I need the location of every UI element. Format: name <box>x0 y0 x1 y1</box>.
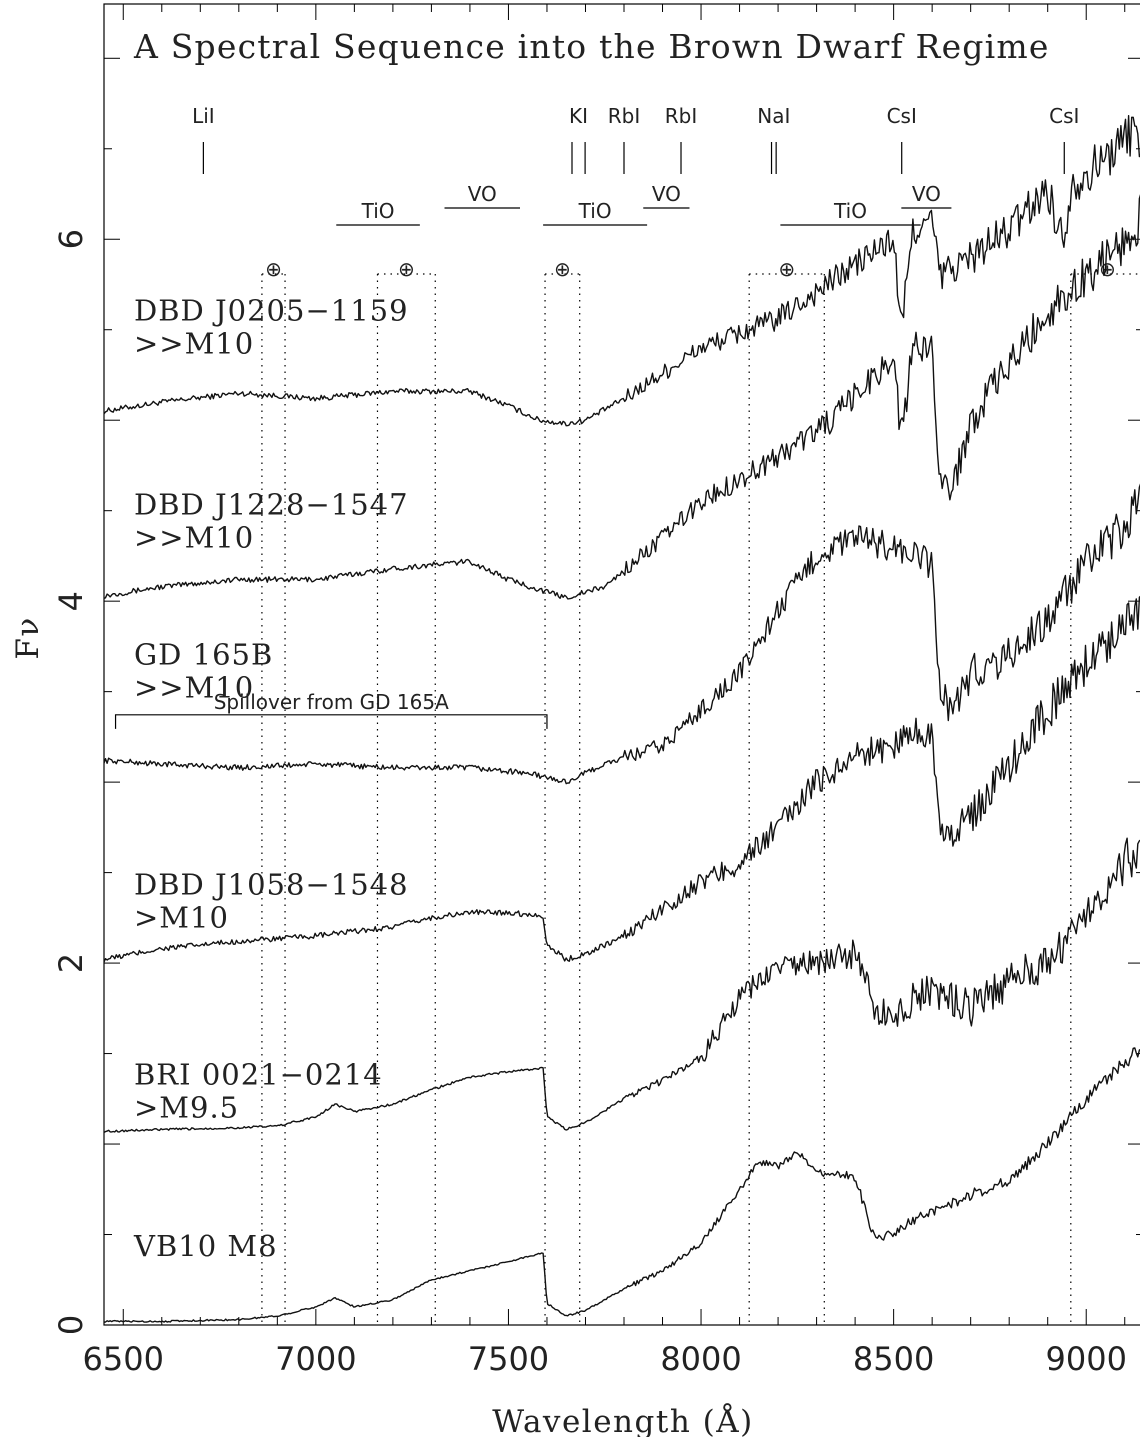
spectral-type-label: >>M10 <box>134 327 254 361</box>
spectrum-line <box>103 837 1140 1134</box>
axis-ticks: 6500 7000 7500 8000 8500 9000 0 2 4 6 <box>52 4 1140 1378</box>
y-tick-label: 4 <box>52 591 90 611</box>
spectra <box>103 115 1140 1323</box>
telluric-symbol: ⊕ <box>398 257 415 281</box>
series-name-label: DBD J0205−1159 <box>134 294 409 328</box>
band-label: TiO <box>833 199 867 223</box>
spectral-type-label: >M9.5 <box>134 1090 239 1124</box>
x-tick-label: 6500 <box>83 1340 164 1378</box>
band-label: VO <box>912 182 941 206</box>
line-label: NaI <box>757 104 790 128</box>
spectral-type-label: >>M10 <box>134 671 254 705</box>
telluric-symbol: ⊕ <box>778 257 795 281</box>
chart-title: A Spectral Sequence into the Brown Dwarf… <box>133 27 1050 66</box>
spectral-type-label: >M10 <box>134 900 229 934</box>
spectrum-line <box>103 115 1140 427</box>
line-label: CsI <box>887 104 917 128</box>
spectrum-line <box>103 483 1140 785</box>
band-label: VO <box>652 182 681 206</box>
x-tick-label: 8500 <box>853 1340 934 1378</box>
series-name-label: DBD J1058−1548 <box>134 867 409 901</box>
x-tick-label: 8000 <box>660 1340 741 1378</box>
series-name-label: GD 165B <box>134 638 273 672</box>
spillover-bracket <box>114 714 548 729</box>
x-tick-label: 7000 <box>275 1340 356 1378</box>
y-tick-label: 0 <box>52 1315 90 1335</box>
band-label: VO <box>468 182 497 206</box>
spillover-label: Spillover from GD 165A <box>214 690 449 714</box>
telluric-symbol: ⊕ <box>554 257 571 281</box>
series-name-label: BRI 0021−0214 <box>134 1057 383 1091</box>
line-label: RbI <box>608 104 641 128</box>
spectrum-line <box>103 595 1140 963</box>
telluric-symbol: ⊕ <box>265 257 282 281</box>
series-name-label: VB10 M8 <box>133 1229 278 1263</box>
band-label: TiO <box>361 199 395 223</box>
line-label: RbI <box>665 104 698 128</box>
y-tick-label: 6 <box>52 229 90 249</box>
x-axis-label: Wavelength (Å) <box>492 1402 753 1437</box>
y-tick-label: 2 <box>52 953 90 973</box>
line-label: KI <box>569 104 588 128</box>
x-tick-label: 9000 <box>1046 1340 1127 1378</box>
y-axis-label: Fν <box>10 616 46 659</box>
x-tick-label: 7500 <box>468 1340 549 1378</box>
series-name-label: DBD J1228−1547 <box>134 487 409 521</box>
band-label: TiO <box>578 199 612 223</box>
spectrum-line <box>103 1047 1140 1323</box>
line-label: CsI <box>1049 104 1079 128</box>
line-label: LiI <box>192 104 215 128</box>
spectrum-line <box>103 194 1140 600</box>
spectral-type-label: >>M10 <box>134 520 254 554</box>
